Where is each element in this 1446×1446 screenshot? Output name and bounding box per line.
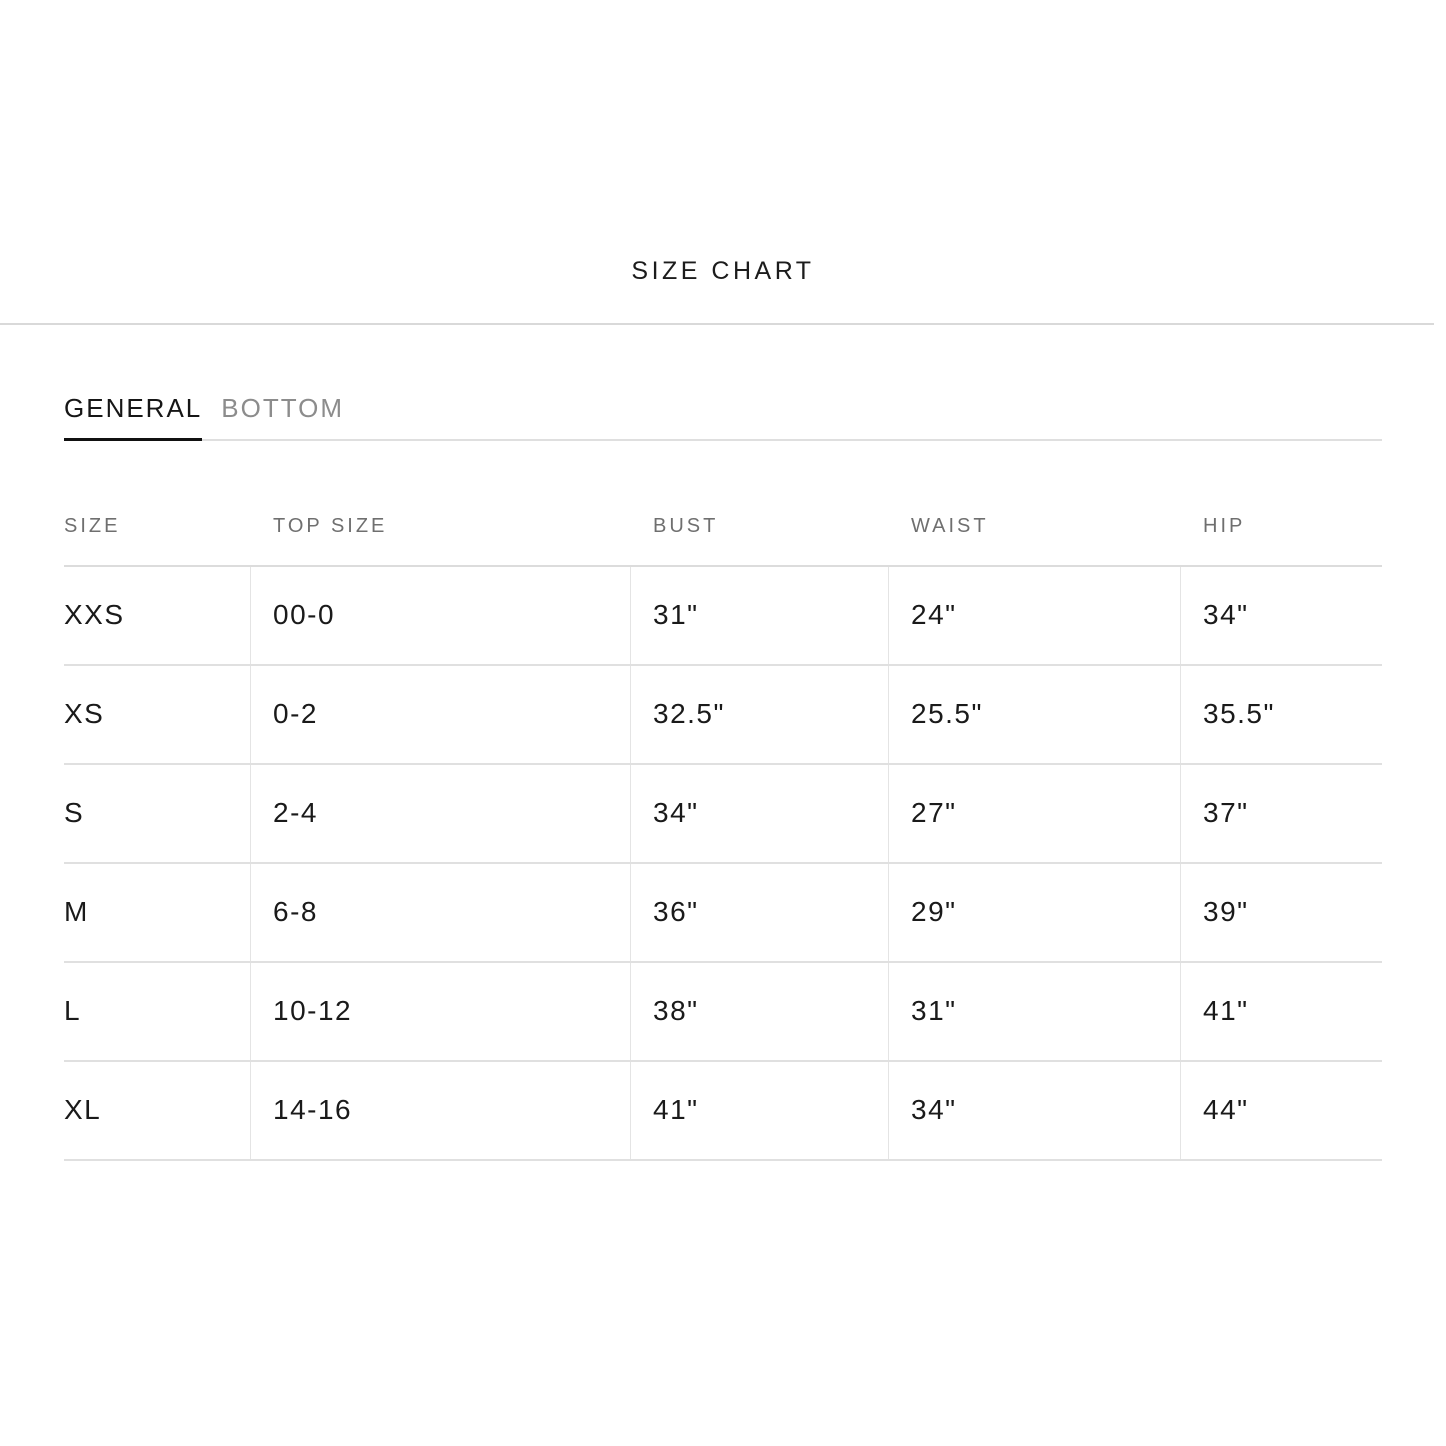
hip-cell: 34" [1180, 566, 1382, 664]
bust-cell: 38" [630, 962, 888, 1060]
tab-bar: GENERAL BOTTOM [64, 325, 1382, 441]
hip-cell: 37" [1180, 764, 1382, 862]
table-header-row: SIZE TOP SIZE BUST WAIST HIP [64, 441, 1382, 567]
size-cell: M [64, 896, 89, 927]
size-cell: S [64, 797, 85, 828]
title-divider [0, 323, 1434, 325]
top-size-cell: 00-0 [250, 566, 630, 664]
hip-cell: 44" [1180, 1061, 1382, 1159]
waist-cell: 24" [888, 566, 1180, 664]
table-row: L 10-12 38" 31" 41" [64, 962, 1382, 1062]
size-cell: XXS [64, 599, 125, 630]
waist-cell: 31" [888, 962, 1180, 1060]
bust-cell: 41" [630, 1061, 888, 1159]
hip-cell: 39" [1180, 863, 1382, 961]
tab-bottom[interactable]: BOTTOM [221, 395, 344, 439]
header-hip: HIP [1203, 514, 1246, 537]
size-chart-panel: GENERAL BOTTOM SIZE TOP SIZE BUST WAIST … [64, 325, 1382, 1161]
header-waist: WAIST [911, 514, 989, 537]
top-size-cell: 10-12 [250, 962, 630, 1060]
bust-cell: 36" [630, 863, 888, 961]
hip-cell: 41" [1180, 962, 1382, 1060]
bust-cell: 31" [630, 566, 888, 664]
top-size-cell: 0-2 [250, 665, 630, 763]
bust-cell: 34" [630, 764, 888, 862]
waist-cell: 27" [888, 764, 1180, 862]
header-top-size: TOP SIZE [273, 514, 388, 537]
table-row: XS 0-2 32.5" 25.5" 35.5" [64, 665, 1382, 765]
page-title: SIZE CHART [631, 257, 815, 285]
header-size: SIZE [64, 514, 121, 537]
bust-cell: 32.5" [630, 665, 888, 763]
table-row: M 6-8 36" 29" 39" [64, 863, 1382, 963]
table-row: S 2-4 34" 27" 37" [64, 764, 1382, 864]
waist-cell: 29" [888, 863, 1180, 961]
table-row: XXS 00-0 31" 24" 34" [64, 566, 1382, 666]
tab-general[interactable]: GENERAL [64, 395, 203, 441]
hip-cell: 35.5" [1180, 665, 1382, 763]
size-cell: XL [64, 1094, 102, 1125]
header-bust: BUST [653, 514, 719, 537]
size-cell: L [64, 995, 82, 1026]
size-table: SIZE TOP SIZE BUST WAIST HIP XXS 00-0 31… [64, 441, 1382, 1161]
waist-cell: 34" [888, 1061, 1180, 1159]
table-row: XL 14-16 41" 34" 44" [64, 1061, 1382, 1161]
top-size-cell: 2-4 [250, 764, 630, 862]
top-size-cell: 6-8 [250, 863, 630, 961]
top-size-cell: 14-16 [250, 1061, 630, 1159]
waist-cell: 25.5" [888, 665, 1180, 763]
size-cell: XS [64, 698, 105, 729]
